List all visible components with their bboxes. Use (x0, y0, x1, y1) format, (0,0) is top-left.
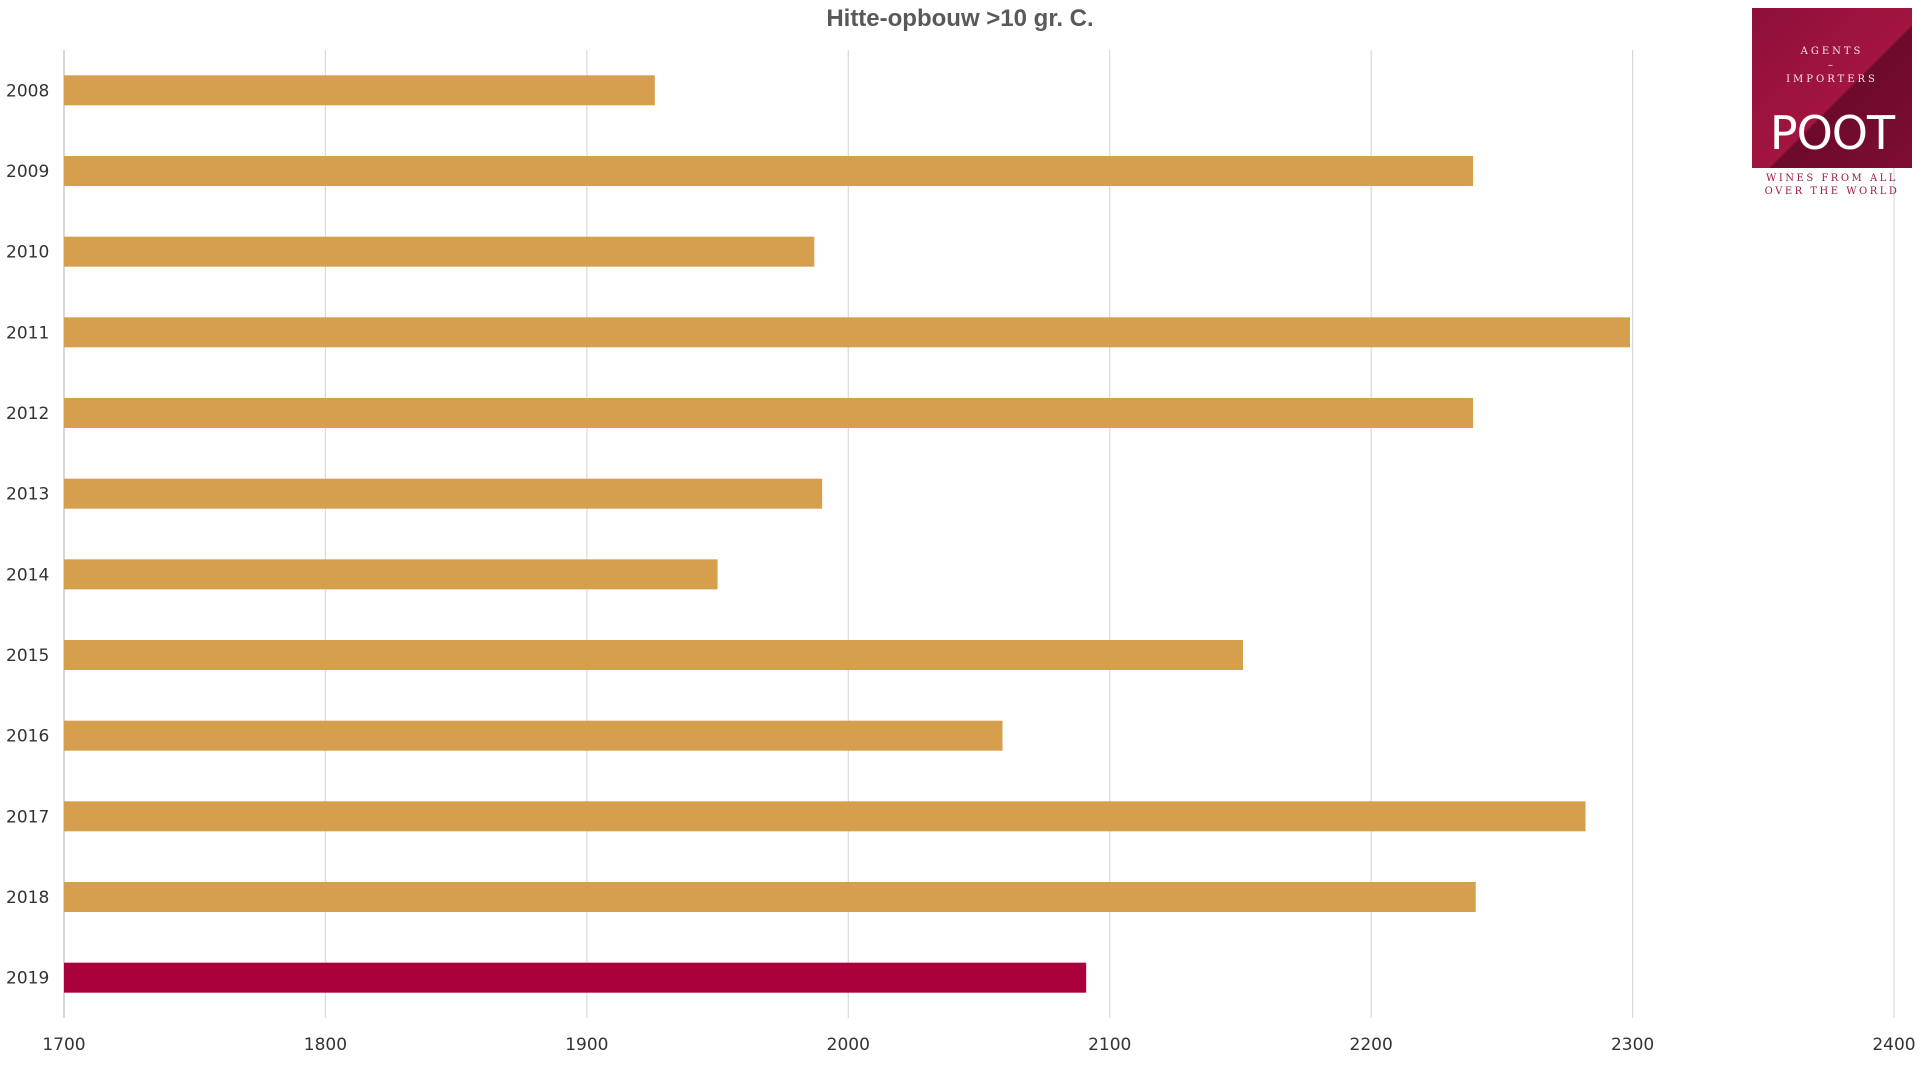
category-label-2011: 2011 (6, 323, 49, 343)
bars (64, 75, 1630, 993)
bar-2011 (64, 317, 1630, 348)
category-label-2008: 2008 (6, 81, 49, 101)
bar-2019 (64, 962, 1087, 993)
category-labels: 2008 2009 2010 2011 2012 2013 2014 2015 2016 2017… (6, 81, 49, 988)
category-label-2017: 2017 (6, 807, 49, 827)
x-tick-label: 2200 (1350, 1035, 1393, 1055)
bar-2014 (64, 559, 718, 590)
chart-title: Hitte-opbouw >10 gr. C. (826, 5, 1093, 32)
logo-tagline-line1: WINES FROM ALL (1766, 173, 1898, 184)
x-tick-label: 2400 (1872, 1035, 1915, 1055)
category-label-2014: 2014 (6, 565, 49, 585)
poot-logo: AGENTS – IMPORTERS POOT WINES FROM ALL O… (1752, 8, 1914, 200)
category-label-2015: 2015 (6, 646, 49, 666)
bar-2009 (64, 156, 1474, 186)
grid-lines (63, 50, 1895, 1018)
logo-text-agents: AGENTS (1800, 46, 1864, 57)
logo-text-dash: – (1828, 60, 1836, 71)
category-label-2018: 2018 (6, 888, 49, 908)
logo-tagline-line2: OVER THE WORLD (1764, 186, 1900, 197)
category-label-2010: 2010 (6, 243, 49, 263)
bar-2015 (64, 640, 1244, 670)
bar-2010 (64, 236, 815, 267)
bar-2013 (64, 478, 823, 509)
category-label-2019: 2019 (6, 969, 49, 989)
bar-2012 (64, 398, 1474, 428)
bar-2016 (64, 720, 1003, 751)
category-label-2013: 2013 (6, 485, 49, 505)
x-tick-label: 1900 (565, 1035, 608, 1055)
x-tick-label: 1800 (304, 1035, 347, 1055)
x-tick-label: 2000 (827, 1035, 870, 1055)
bar-2008 (64, 75, 655, 106)
category-label-2009: 2009 (6, 162, 49, 182)
logo-box: AGENTS – IMPORTERS POOT (1752, 8, 1912, 168)
x-tick-label: 2100 (1088, 1035, 1131, 1055)
category-label-2016: 2016 (6, 727, 49, 747)
category-label-2012: 2012 (6, 404, 49, 424)
bar-2017 (64, 801, 1586, 832)
logo-text-importers: IMPORTERS (1786, 74, 1878, 85)
x-tick-labels: 1700 1800 1900 2000 2100 2200 2300 2400 (42, 1035, 1915, 1055)
logo-brand-name: POOT (1769, 106, 1895, 160)
x-tick-label: 2300 (1611, 1035, 1654, 1055)
x-tick-label: 1700 (42, 1035, 85, 1055)
logo-tagline: WINES FROM ALL OVER THE WORLD (1752, 172, 1912, 198)
bar-2018 (64, 882, 1476, 912)
